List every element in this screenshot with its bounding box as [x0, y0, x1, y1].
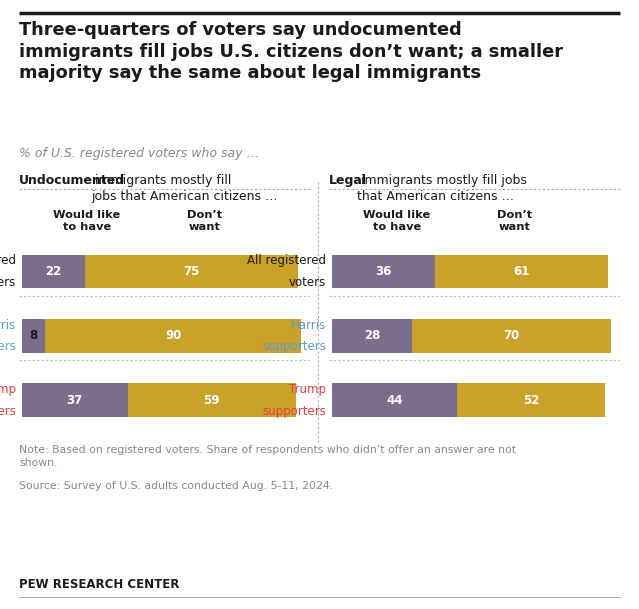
Text: supporters: supporters — [262, 404, 326, 418]
Text: Don’t
want: Don’t want — [497, 210, 532, 232]
Text: 44: 44 — [387, 393, 403, 407]
Text: 59: 59 — [203, 393, 220, 407]
Text: supporters: supporters — [0, 404, 16, 418]
Text: supporters: supporters — [262, 340, 326, 353]
Text: 22: 22 — [45, 266, 61, 278]
Text: Three-quarters of voters say undocumented
immigrants fill jobs U.S. citizens don: Three-quarters of voters say undocumente… — [19, 21, 563, 82]
Text: 28: 28 — [364, 329, 380, 342]
Text: Trump: Trump — [289, 382, 326, 396]
Text: 61: 61 — [513, 266, 530, 278]
Text: voters: voters — [289, 276, 326, 289]
Text: 37: 37 — [66, 393, 83, 407]
Text: 36: 36 — [375, 266, 392, 278]
Bar — [458, 384, 606, 417]
Text: voters: voters — [0, 276, 16, 289]
Text: immigrants mostly fill jobs
that American citizens …: immigrants mostly fill jobs that America… — [357, 174, 527, 203]
Text: PEW RESEARCH CENTER: PEW RESEARCH CENTER — [19, 578, 180, 591]
Bar — [22, 255, 85, 289]
Text: % of U.S. registered voters who say …: % of U.S. registered voters who say … — [19, 147, 259, 160]
Bar — [332, 255, 435, 289]
Text: 70: 70 — [504, 329, 520, 342]
Bar — [45, 319, 301, 353]
Text: 52: 52 — [523, 393, 539, 407]
Text: All registered: All registered — [0, 255, 16, 267]
Text: 8: 8 — [29, 329, 38, 342]
Text: supporters: supporters — [0, 340, 16, 353]
Text: Legal: Legal — [329, 174, 367, 186]
Bar — [412, 319, 611, 353]
Bar — [332, 319, 412, 353]
Text: 75: 75 — [183, 266, 200, 278]
Text: Trump: Trump — [0, 382, 16, 396]
Text: Harris: Harris — [291, 319, 326, 331]
Text: Source: Survey of U.S. adults conducted Aug. 5-11, 2024.: Source: Survey of U.S. adults conducted … — [19, 481, 334, 491]
Text: Harris: Harris — [0, 319, 16, 331]
Text: Would like
to have: Would like to have — [363, 210, 430, 232]
Bar — [128, 384, 296, 417]
Text: Note: Based on registered voters. Share of respondents who didn’t offer an answe: Note: Based on registered voters. Share … — [19, 445, 516, 468]
Text: immigrants mostly fill
jobs that American citizens …: immigrants mostly fill jobs that America… — [91, 174, 278, 203]
Text: Don’t
want: Don’t want — [187, 210, 222, 232]
Text: Undocumented: Undocumented — [19, 174, 125, 186]
Text: Would like
to have: Would like to have — [53, 210, 120, 232]
Bar — [332, 384, 458, 417]
Bar — [85, 255, 298, 289]
Bar — [22, 384, 128, 417]
Text: 90: 90 — [165, 329, 181, 342]
Text: All registered: All registered — [247, 255, 326, 267]
Bar — [22, 319, 45, 353]
Bar — [435, 255, 608, 289]
